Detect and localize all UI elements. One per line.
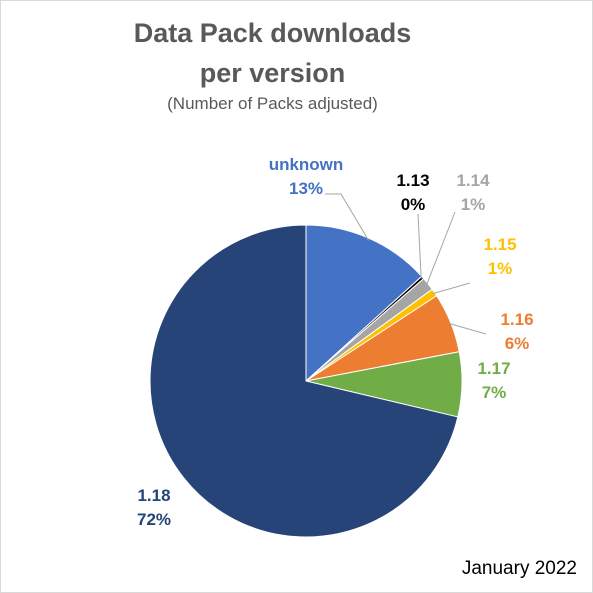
slice-percent-1-13: 0% xyxy=(401,195,426,214)
slice-label-1-13: 1.13 xyxy=(396,171,429,190)
slice-percent-1-16: 6% xyxy=(505,334,530,353)
leader-line-1-15 xyxy=(432,282,471,295)
slice-percent-1-17: 7% xyxy=(482,383,507,402)
leader-line-1-16 xyxy=(448,322,487,335)
slice-percent-1-14: 1% xyxy=(461,195,486,214)
leader-line-unknown xyxy=(325,193,369,241)
date-annotation: January 2022 xyxy=(461,558,577,579)
slice-label-unknown: unknown xyxy=(269,155,344,174)
chart-title-line1: Data Pack downloads xyxy=(133,18,412,48)
slice-percent-unknown: 13% xyxy=(289,179,323,198)
chart-title-line2: per version xyxy=(199,58,346,88)
pie-slice-1-18 xyxy=(149,224,459,538)
chart-subtitle: (Number of Packs adjusted) xyxy=(167,94,378,113)
slice-label-1-17: 1.17 xyxy=(477,359,510,378)
slice-percent-1-18: 72% xyxy=(137,510,171,529)
slice-label-1-16: 1.16 xyxy=(500,310,533,329)
pie-slice-unknown xyxy=(305,224,423,383)
slice-label-1-14: 1.14 xyxy=(456,171,490,190)
leader-line-1-14 xyxy=(426,211,456,286)
slice-percent-1-15: 1% xyxy=(488,259,513,278)
slice-label-1-15: 1.15 xyxy=(483,235,516,254)
slice-label-1-18: 1.18 xyxy=(137,486,170,505)
leader-line-1-13 xyxy=(417,213,422,279)
